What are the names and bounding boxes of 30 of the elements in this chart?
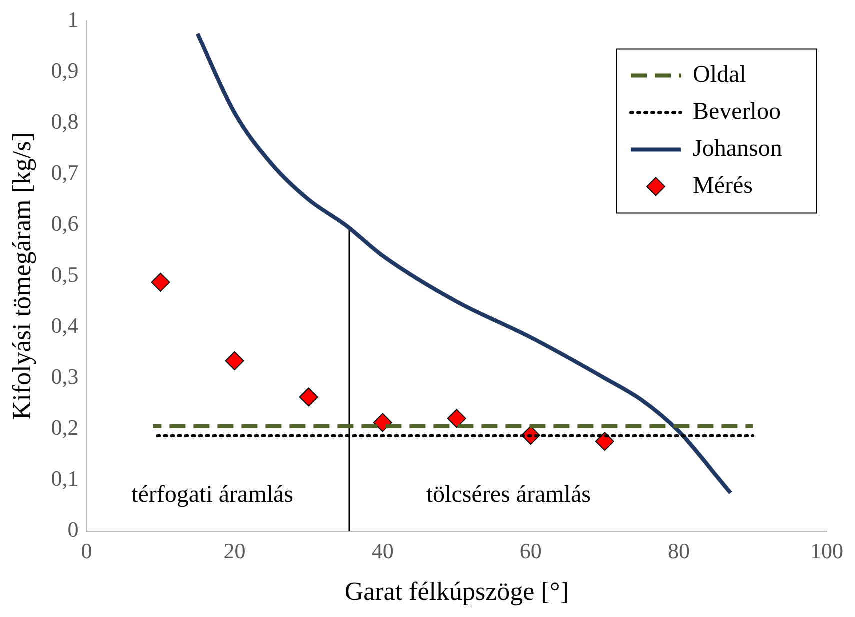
legend-label: Oldal xyxy=(693,62,747,88)
y-tick-label: 0,8 xyxy=(51,109,79,134)
legend-label: Johanson xyxy=(693,136,782,162)
y-tick-label: 0,9 xyxy=(51,58,79,83)
y-tick-label: 0,4 xyxy=(51,313,79,338)
y-tick-label: 0,2 xyxy=(51,415,79,440)
y-tick-label: 0,1 xyxy=(51,466,79,492)
annotation: tölcséres áramlás xyxy=(426,482,591,508)
x-axis-title: Garat félkúpszöge [°] xyxy=(344,577,569,606)
point xyxy=(151,272,170,292)
y-tick-label: 0 xyxy=(68,517,79,542)
y-tick-label: 0,3 xyxy=(51,364,79,390)
y-tick-label: 0,6 xyxy=(51,211,79,236)
legend-label: Beverloo xyxy=(693,98,781,125)
x-tick-label: 100 xyxy=(810,538,844,564)
x-tick-label: 40 xyxy=(372,538,394,564)
y-axis-title: Kifolyási tömegáram [kg/s] xyxy=(7,132,36,420)
y-tick-label: 0,7 xyxy=(51,160,79,186)
x-tick-label: 60 xyxy=(520,538,542,564)
point xyxy=(373,413,392,432)
point xyxy=(595,432,614,452)
x-tick-label: 80 xyxy=(668,538,690,564)
annotation: térfogati áramlás xyxy=(132,482,294,508)
point xyxy=(447,409,466,428)
y-tick-label: 1 xyxy=(68,6,79,32)
point xyxy=(299,388,318,407)
point xyxy=(225,351,244,370)
x-tick-label: 20 xyxy=(224,538,246,564)
legend-label: Mérés xyxy=(693,172,753,199)
y-tick-label: 0,5 xyxy=(51,262,79,288)
